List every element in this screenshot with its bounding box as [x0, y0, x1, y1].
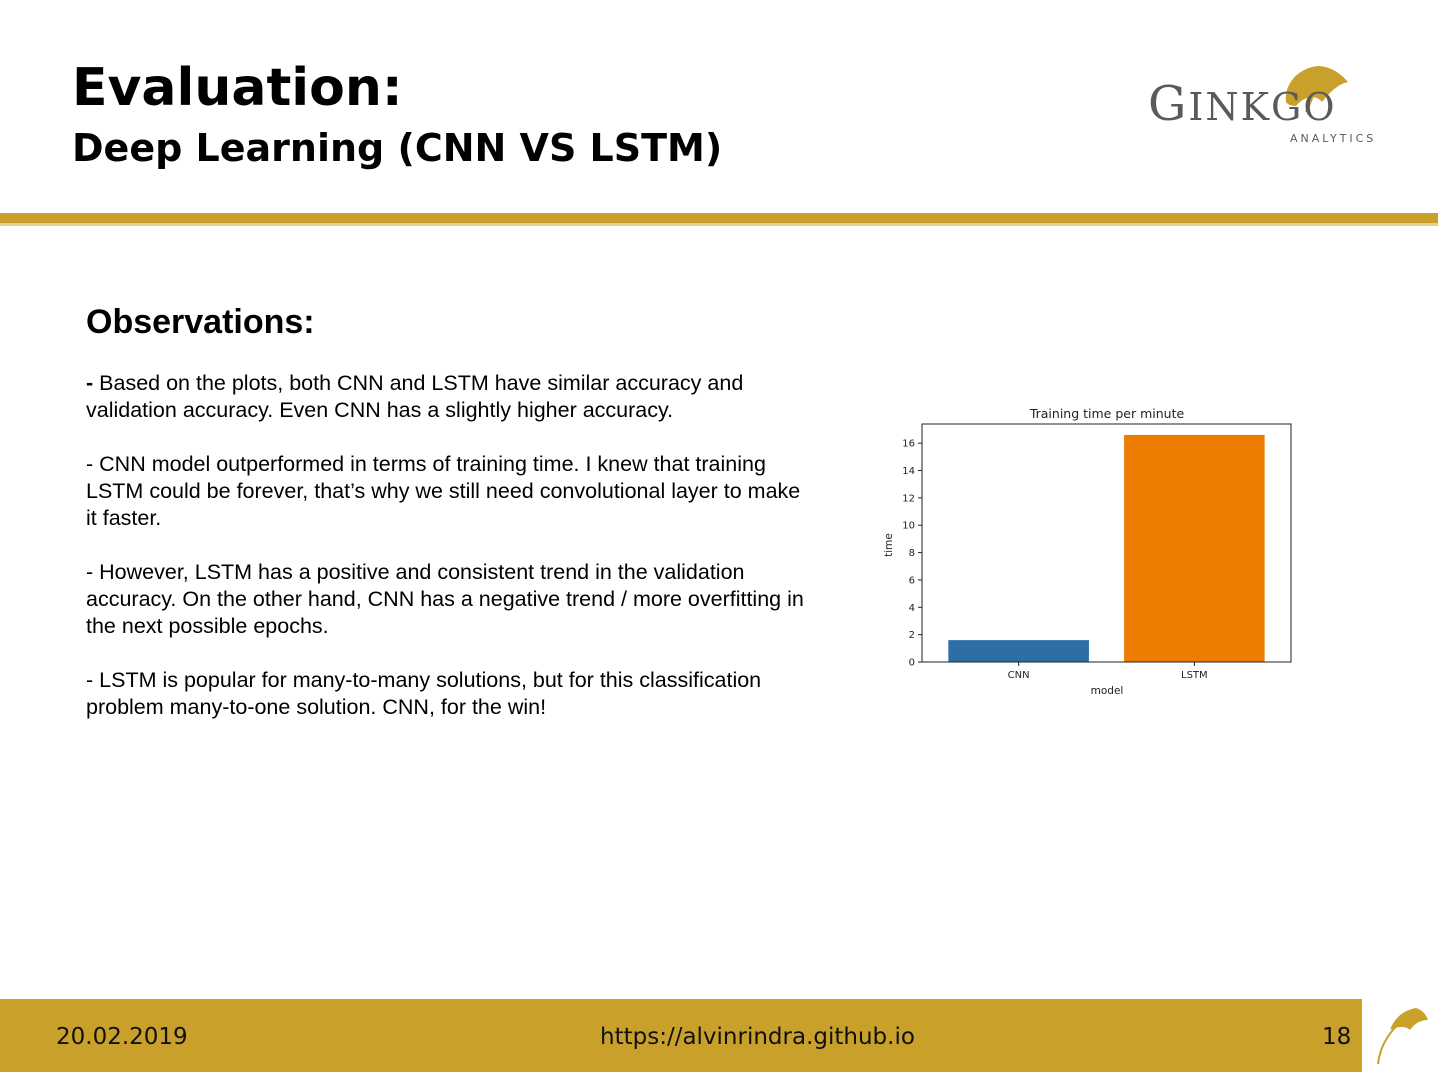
observation-text: However, LSTM has a positive and consist…	[86, 560, 804, 638]
y-tick-label: 12	[902, 493, 915, 504]
logo-wordmark: GINKGO	[1148, 76, 1337, 135]
bullet-dash: -	[86, 668, 94, 692]
y-tick-label: 10	[902, 521, 915, 532]
y-tick-label: 14	[902, 466, 915, 477]
logo-letter-g: G	[1148, 76, 1189, 132]
ginkgo-logo: GINKGO ANALYTICS	[1148, 62, 1388, 154]
slide-subtitle: Deep Learning (CNN VS LSTM)	[72, 126, 723, 170]
slide-title: Evaluation:	[72, 58, 403, 118]
footer-date: 20.02.2019	[56, 1024, 188, 1050]
x-tick-label: LSTM	[1181, 670, 1208, 681]
observation-text: CNN model outperformed in terms of train…	[86, 452, 801, 530]
observation-item: - CNN model outperformed in terms of tra…	[86, 451, 816, 532]
y-tick-label: 8	[909, 548, 915, 559]
observation-item: - However, LSTM has a positive and consi…	[86, 559, 816, 640]
chart-plot-frame	[921, 423, 1292, 663]
bullet-dash: -	[86, 560, 94, 584]
footer-page-number: 18	[1322, 1024, 1352, 1050]
y-tick-label: 2	[909, 630, 915, 641]
observations-list: - Based on the plots, both CNN and LSTM …	[86, 370, 816, 748]
header-divider	[0, 213, 1438, 223]
observation-text: Based on the plots, both CNN and LSTM ha…	[86, 371, 744, 422]
observations-heading: Observations:	[86, 303, 315, 341]
ginkgo-leaf-footer-icon	[1377, 1008, 1428, 1065]
bullet-dash: -	[86, 452, 94, 476]
observation-item: - LSTM is popular for many-to-many solut…	[86, 667, 816, 721]
logo-letters-go: GO	[1271, 85, 1337, 129]
chart-y-axis-label: time	[883, 533, 895, 557]
training-time-chart: Training time per minute time model 0 2 4 6…	[883, 406, 1292, 697]
bar-cnn	[948, 640, 1089, 662]
chart-title: Training time per minute	[1029, 406, 1185, 421]
observation-item: - Based on the plots, both CNN and LSTM …	[86, 370, 816, 424]
observation-text: LSTM is popular for many-to-many solutio…	[86, 668, 762, 719]
ginkgo-leaf-icon	[1285, 66, 1348, 112]
chart-x-axis-label: model	[1091, 685, 1124, 697]
x-tick-label: CNN	[1008, 670, 1030, 681]
y-tick-label: 4	[909, 603, 915, 614]
logo-subtext: ANALYTICS	[1290, 132, 1377, 145]
y-tick-label: 16	[902, 439, 915, 450]
footer-bar	[0, 999, 1362, 1072]
header-divider-shadow	[0, 223, 1438, 226]
logo-letters-ink: INK	[1188, 85, 1271, 129]
footer-url: https://alvinrindra.github.io	[600, 1024, 915, 1050]
y-tick-label: 6	[909, 575, 915, 586]
bullet-dash: -	[86, 371, 94, 395]
y-tick-label: 0	[909, 658, 915, 669]
bar-lstm	[1124, 434, 1265, 662]
